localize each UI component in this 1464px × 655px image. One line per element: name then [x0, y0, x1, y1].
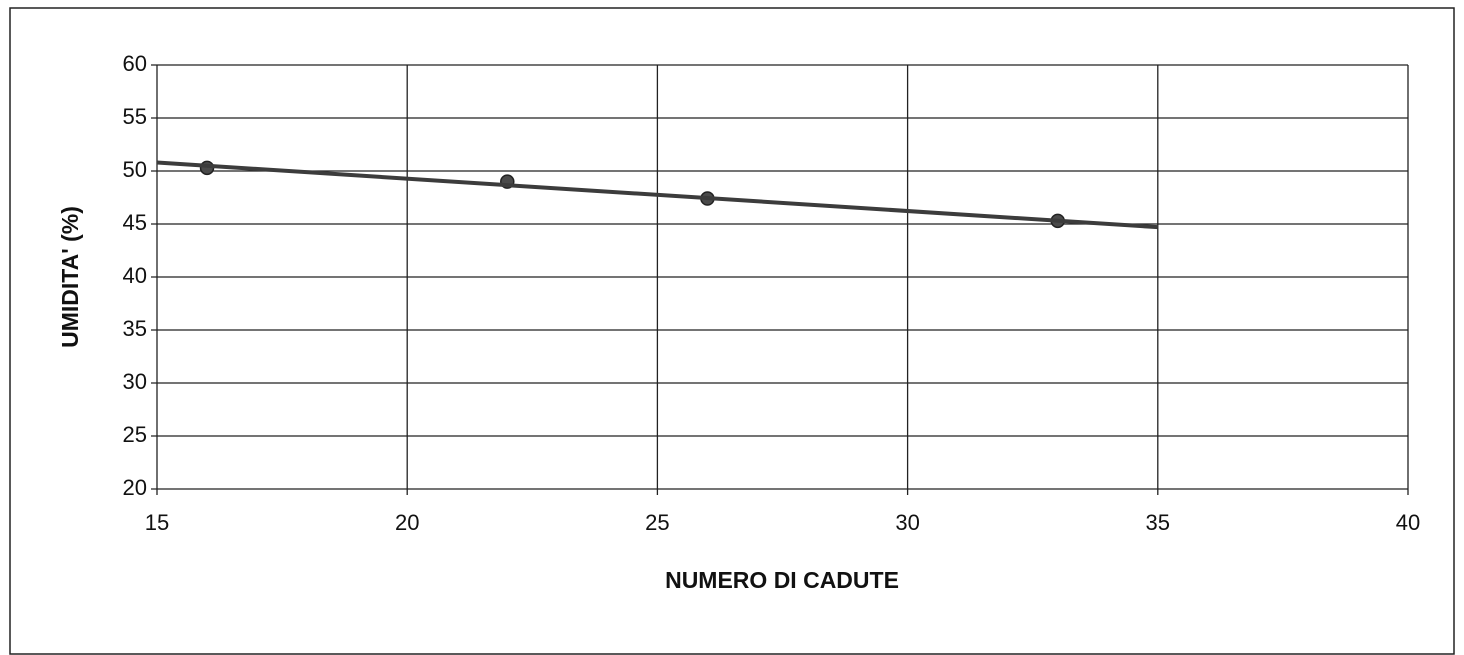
y-tick-label: 30	[123, 369, 147, 394]
y-tick-label: 50	[123, 157, 147, 182]
y-tick-label: 45	[123, 210, 147, 235]
y-tick-label: 55	[123, 104, 147, 129]
x-tick-label: 40	[1396, 510, 1420, 535]
x-tick-label: 15	[145, 510, 169, 535]
x-tick-label: 20	[395, 510, 419, 535]
y-tick-label: 20	[123, 475, 147, 500]
y-axis-label: UMIDITA' (%)	[57, 206, 83, 348]
y-tick-label: 60	[123, 51, 147, 76]
y-tick-label: 40	[123, 263, 147, 288]
y-tick-label: 25	[123, 422, 147, 447]
x-tick-label: 25	[645, 510, 669, 535]
x-tick-label: 35	[1146, 510, 1170, 535]
y-tick-label: 35	[123, 316, 147, 341]
trend-line	[156, 160, 1158, 230]
x-axis-label: NUMERO DI CADUTE	[665, 567, 899, 593]
x-tick-label: 30	[895, 510, 919, 535]
chart-frame	[9, 7, 1455, 655]
